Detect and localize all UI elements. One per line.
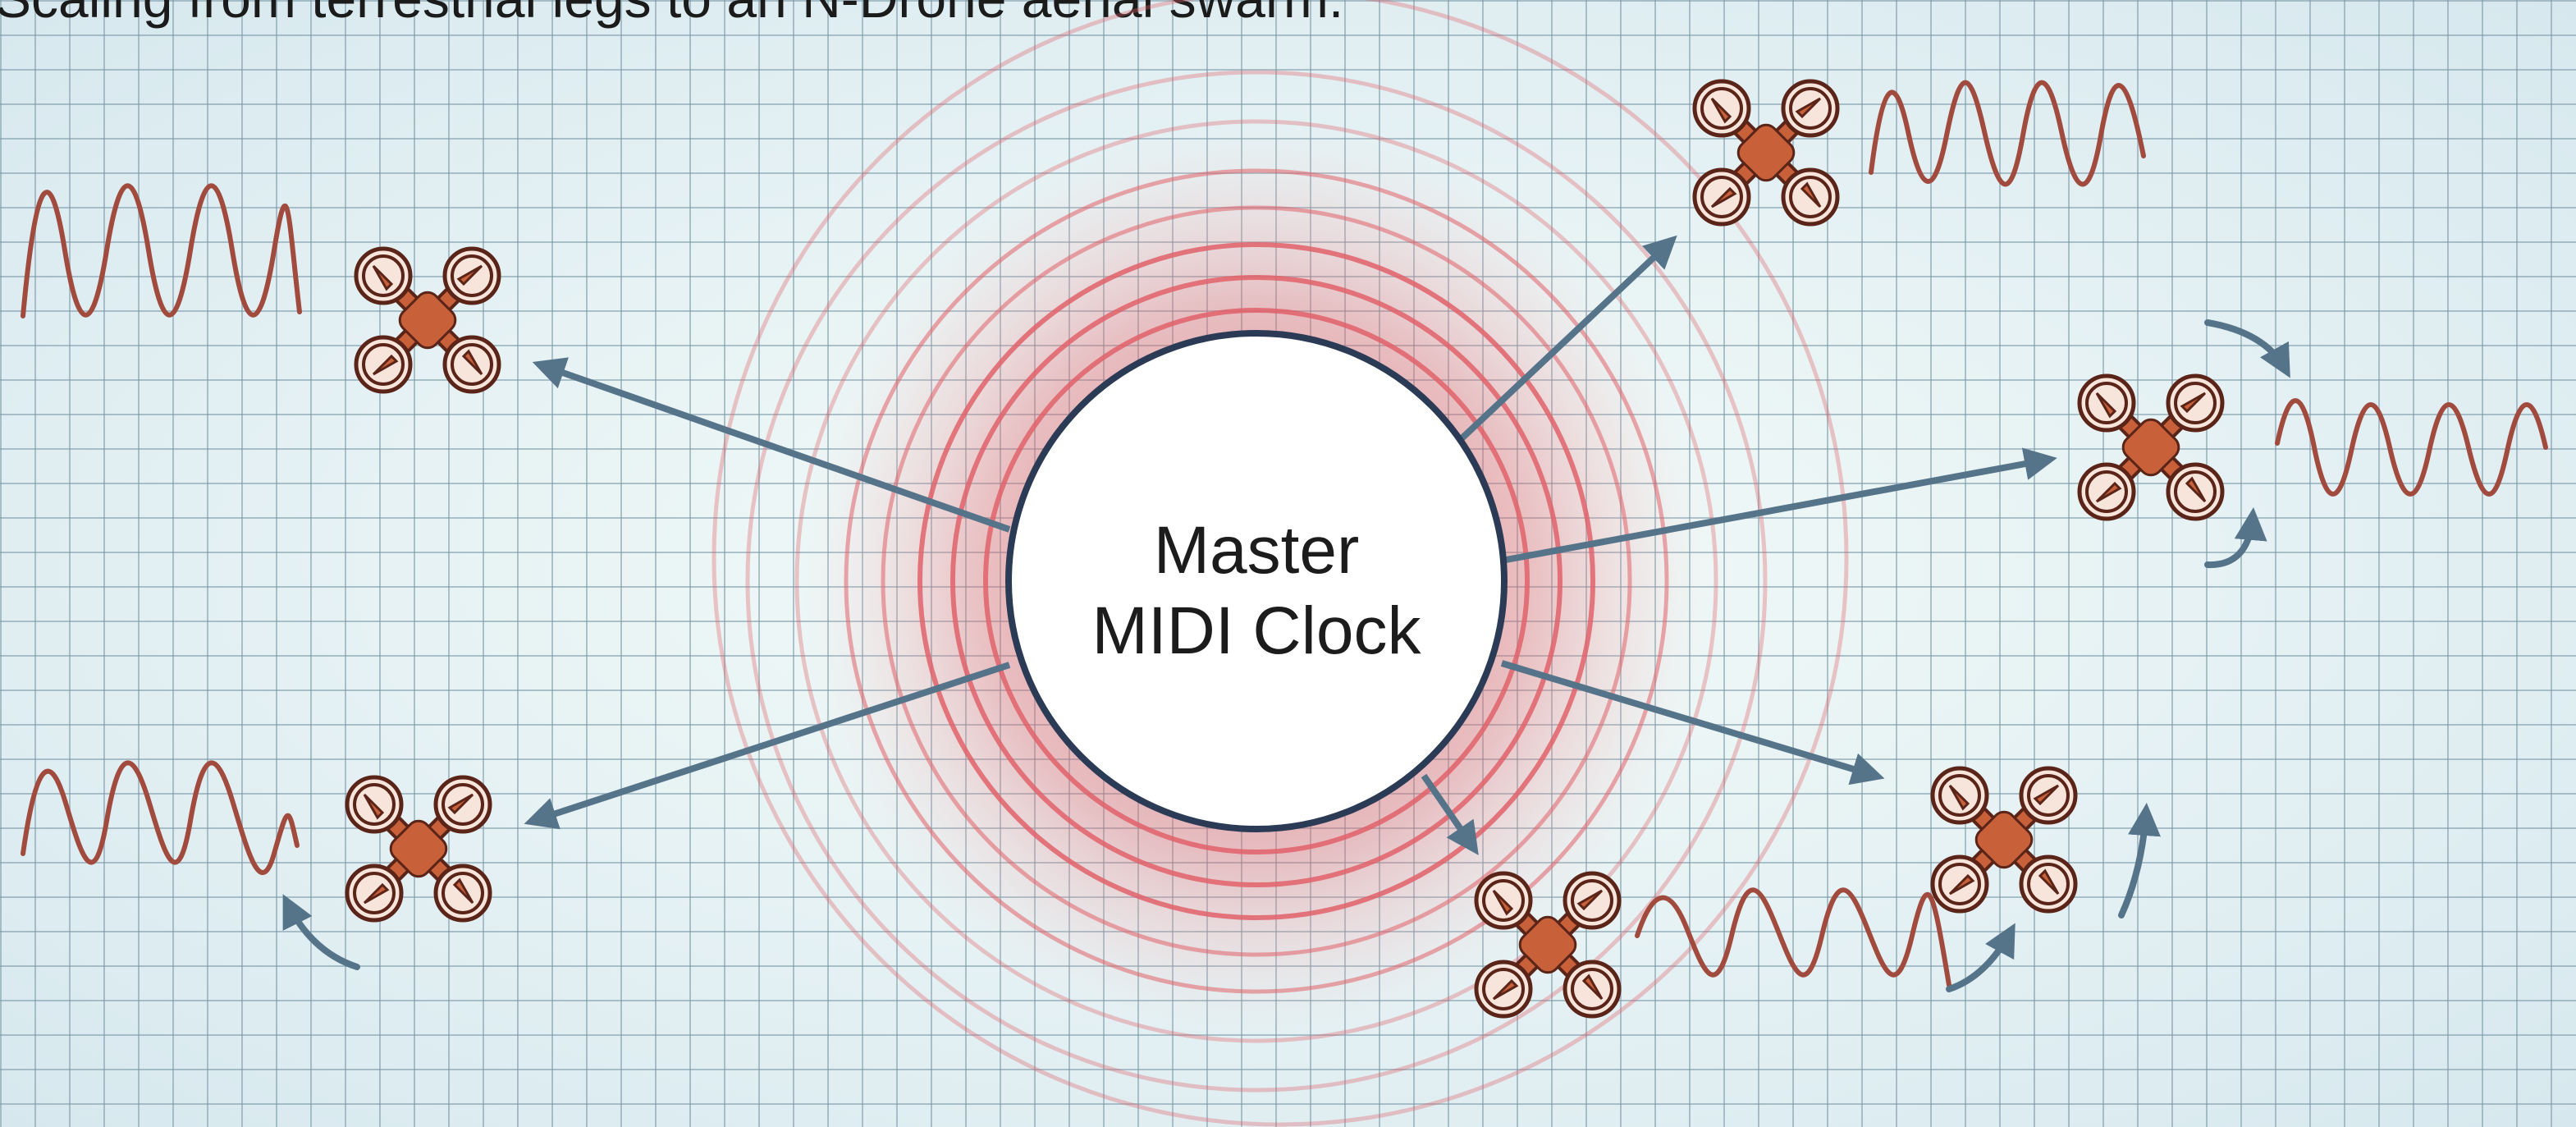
hub-label-line2: MIDI Clock [1091,593,1421,668]
drone-icon [2080,376,2222,519]
hub-label: Master MIDI Clock [1010,509,1503,673]
diagram-caption: Scaling from terrestrial legs to an N-Dr… [0,0,1343,30]
master-clock-hub [1005,330,1508,832]
sine-wave-icon [21,183,302,318]
sine-waves [21,80,2548,987]
arrow-to-drone-6 [1421,773,1479,855]
arrow-to-drone-1 [532,357,1011,533]
arrow-to-drone-4 [1505,447,2057,563]
sine-wave-icon [2275,398,2548,497]
drone-icon [1933,768,2075,911]
drone-icon [347,777,490,920]
arrow-to-drone-5 [1500,660,1885,786]
curved-arrow-icon [2204,319,2290,378]
drone-icon [1695,81,1837,224]
curved-arrow-icon [2204,507,2267,569]
curved-arrow-icon [2118,803,2161,919]
broadcast-arrows [524,235,2057,855]
sine-wave-icon [1635,887,1951,987]
drone-icon [356,249,499,392]
sine-wave-icon [1869,80,2146,187]
motion-arrows [282,319,2290,992]
curved-arrow-icon [282,894,360,970]
arrow-to-drone-2 [524,662,1011,830]
sine-wave-icon [21,760,300,875]
curved-arrow-icon [1946,923,2016,992]
hub-label-line1: Master [1153,513,1360,588]
arrow-to-drone-3 [1454,235,1677,446]
